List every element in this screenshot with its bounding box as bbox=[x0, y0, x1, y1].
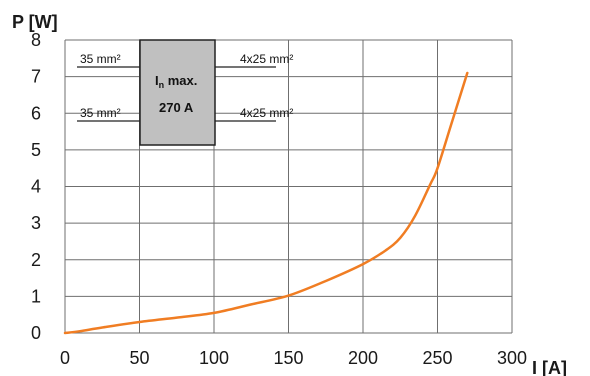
x-tick-labels: 0 50 100 150 200 250 300 bbox=[60, 348, 527, 368]
x-tick-label: 150 bbox=[273, 348, 303, 368]
y-tick-label: 0 bbox=[31, 323, 41, 343]
y-tick-label: 1 bbox=[31, 286, 41, 306]
y-axis-label: P [W] bbox=[12, 12, 58, 32]
wire-label-left-bottom: 35 mm² bbox=[80, 106, 121, 120]
y-tick-labels: 0 1 2 3 4 5 6 7 8 bbox=[31, 30, 41, 343]
x-tick-label: 200 bbox=[348, 348, 378, 368]
y-tick-label: 4 bbox=[31, 177, 41, 197]
x-tick-label: 250 bbox=[422, 348, 452, 368]
device-box bbox=[139, 39, 216, 146]
x-tick-label: 0 bbox=[60, 348, 70, 368]
wire-label-left-top: 35 mm² bbox=[80, 52, 121, 66]
annotation-box: 35 mm² 35 mm² 4x25 mm² 4x25 mm² In max. … bbox=[77, 39, 293, 146]
box-label-sub: n bbox=[159, 80, 165, 90]
x-tick-label: 100 bbox=[199, 348, 229, 368]
x-tick-label: 300 bbox=[497, 348, 527, 368]
x-tick-label: 50 bbox=[129, 348, 149, 368]
wire-label-right-bottom: 4x25 mm² bbox=[240, 106, 293, 120]
y-tick-label: 5 bbox=[31, 140, 41, 160]
x-axis-label: I [A] bbox=[532, 358, 567, 376]
box-label-line2: 270 A bbox=[159, 100, 194, 115]
y-tick-label: 3 bbox=[31, 213, 41, 233]
box-label-line1: In max. bbox=[155, 73, 197, 90]
y-tick-label: 6 bbox=[31, 103, 41, 123]
y-tick-label: 8 bbox=[31, 30, 41, 50]
box-label-i: I bbox=[155, 73, 159, 88]
series-line bbox=[63, 71, 469, 335]
y-tick-label: 7 bbox=[31, 67, 41, 87]
y-tick-label: 2 bbox=[31, 250, 41, 270]
box-label-rest: max. bbox=[164, 73, 197, 88]
wire-label-right-top: 4x25 mm² bbox=[240, 52, 293, 66]
grid bbox=[64, 39, 513, 334]
